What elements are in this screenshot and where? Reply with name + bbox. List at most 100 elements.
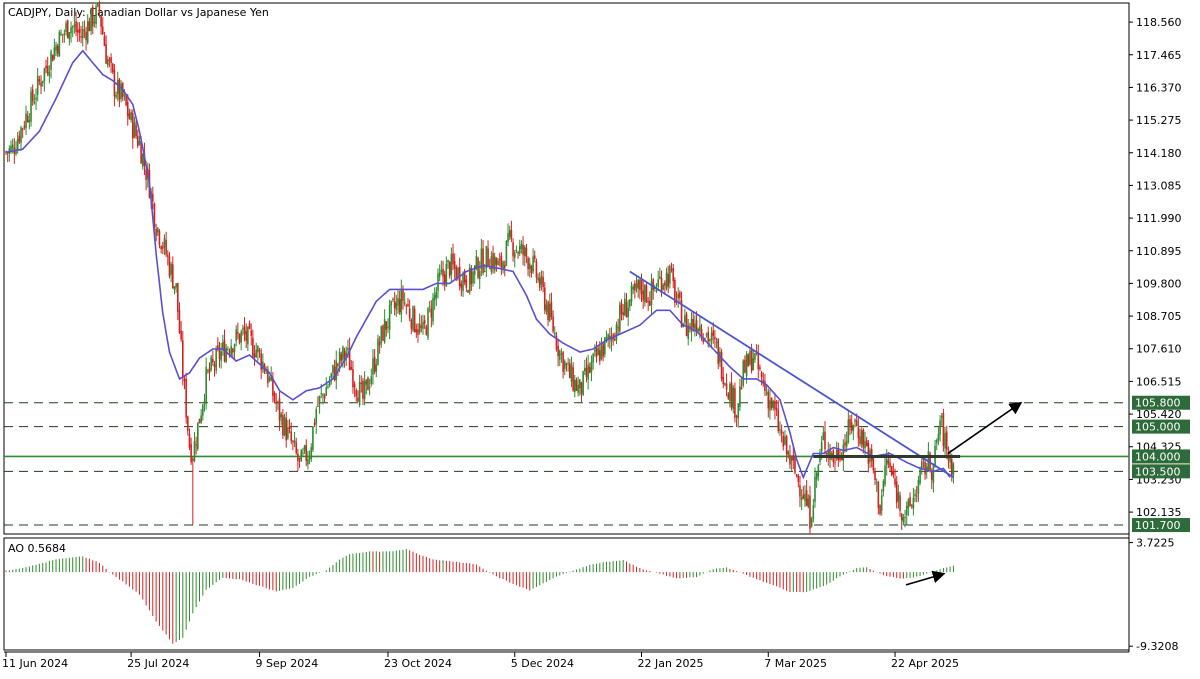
bull-candle [90, 8, 92, 31]
bull-candle [567, 362, 569, 364]
bull-candle [699, 325, 701, 332]
ao-tick-label: -9.3208 [1136, 640, 1178, 653]
bear-candle [182, 340, 184, 379]
bull-candle [939, 420, 941, 435]
bear-candle [602, 343, 604, 357]
bear-candle [6, 152, 9, 154]
bull-candle [944, 433, 946, 449]
bear-candle [785, 435, 788, 455]
bear-candle [625, 301, 628, 318]
level-label-box [1132, 449, 1190, 464]
bull-candle [659, 276, 661, 279]
bull-candle [507, 233, 509, 243]
bear-candle [292, 440, 294, 442]
bull-candle [932, 465, 935, 483]
bull-candle [820, 441, 823, 452]
bear-candle [589, 366, 591, 373]
date-label: 5 Dec 2024 [511, 657, 574, 670]
price-tick-label: 108.705 [1136, 310, 1182, 323]
bull-candle [847, 419, 850, 442]
ao-label: AO 0.5684 [8, 542, 66, 555]
bear-candle [767, 391, 770, 409]
bear-candle [101, 26, 104, 35]
bull-candle [502, 261, 504, 269]
bear-candle [26, 115, 29, 122]
bear-candle [18, 135, 21, 142]
bull-candle [270, 375, 273, 381]
bear-candle [527, 257, 529, 270]
bear-candle [452, 253, 454, 265]
bear-candle [895, 481, 898, 503]
bear-candle [272, 378, 274, 396]
bear-candle [136, 135, 139, 146]
price-tick-label: 117.465 [1136, 49, 1182, 62]
bear-candle [552, 316, 554, 332]
bear-candle [85, 31, 87, 41]
bull-candle [377, 338, 379, 365]
bull-candle [694, 323, 696, 330]
price-tick-label: 114.180 [1136, 147, 1182, 160]
bear-candle [192, 458, 194, 461]
date-label: 11 Jun 2024 [2, 657, 68, 670]
bear-candle [56, 46, 59, 54]
bear-candle [237, 332, 239, 334]
bear-candle [762, 380, 765, 384]
bull-candle [163, 238, 166, 248]
bull-candle [50, 51, 52, 70]
bear-candle [108, 59, 111, 61]
bull-candle [669, 265, 671, 284]
bull-candle [635, 283, 638, 288]
level-label-box [1132, 419, 1190, 434]
bull-candle [687, 325, 690, 339]
bull-candle [548, 303, 551, 321]
bull-candle [63, 33, 66, 35]
bear-candle [889, 462, 891, 468]
bear-candle [915, 495, 918, 497]
bear-candle [887, 460, 890, 464]
bull-candle [684, 315, 686, 323]
bull-candle [772, 401, 775, 408]
date-label: 23 Oct 2024 [384, 657, 452, 670]
bear-candle [637, 280, 639, 289]
bull-candle [880, 495, 883, 511]
bear-candle [187, 416, 189, 431]
bear-candle [727, 393, 730, 399]
bull-candle [332, 365, 334, 373]
bear-candle [568, 363, 571, 379]
bull-candle [345, 352, 348, 357]
bear-candle [794, 457, 796, 473]
bull-candle [363, 381, 366, 400]
bear-candle [463, 270, 466, 283]
annotation-arrows [905, 401, 1023, 586]
bull-candle [842, 444, 845, 461]
chart-title: CADJPY, Daily: Canadian Dollar vs Japane… [8, 6, 269, 19]
bull-candle [170, 263, 172, 275]
bull-candle [904, 516, 906, 518]
bull-candle [560, 353, 563, 355]
bull-candle [438, 272, 441, 277]
bull-candle [440, 269, 443, 273]
bear-candle [679, 292, 681, 298]
bull-candle [587, 364, 589, 380]
price-tick-label: 113.085 [1136, 179, 1182, 192]
bear-candle [166, 255, 169, 257]
bear-candle [245, 331, 247, 341]
price-tick-label: 109.800 [1136, 277, 1182, 290]
bear-candle [805, 490, 808, 506]
bear-candle [712, 330, 715, 336]
bull-candle [769, 400, 771, 411]
bear-candle [614, 339, 616, 341]
bull-candle [403, 301, 406, 304]
bull-candle [210, 357, 212, 370]
bear-candle [667, 273, 669, 287]
bear-candle [367, 377, 369, 391]
bull-candle [927, 451, 930, 470]
bull-candle [815, 473, 818, 480]
bear-candle [183, 378, 186, 381]
bear-candle [695, 320, 698, 331]
bull-candle [320, 393, 323, 395]
bull-candle [397, 298, 399, 306]
bull-candle [650, 281, 653, 305]
bull-candle [807, 498, 810, 508]
bear-candle [333, 366, 336, 381]
